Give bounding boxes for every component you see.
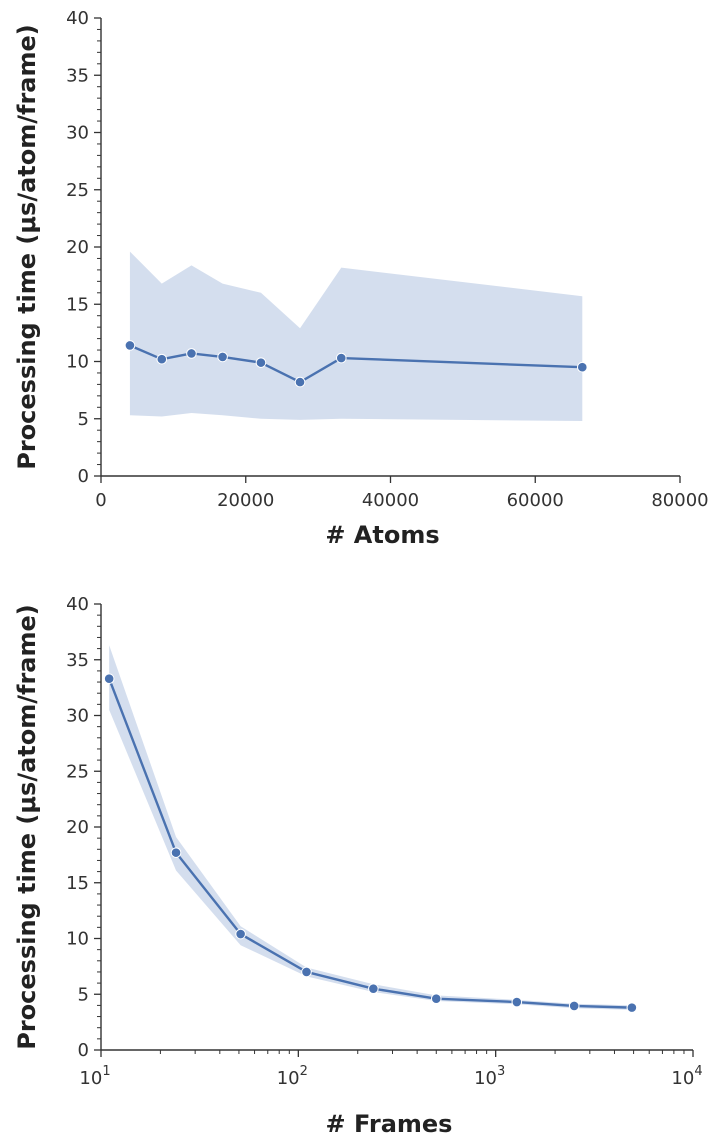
y-tick-label: 40 [66,8,89,29]
x-tick-label: 102 [277,1064,308,1089]
data-point [576,361,588,373]
chart-processing-time-vs-atoms: 0 5 10 15 20 25 30 35 40 0 20000 40000 60000 80000 # A… [13,8,709,549]
data-point [156,353,168,365]
x-tick-label: 80000 [651,490,708,511]
confidence-band [129,251,583,422]
data-point [235,928,246,940]
x-axis-label: # Frames [326,1110,453,1138]
data-point [511,996,523,1008]
series-line [108,678,632,1009]
x-tick-label: 103 [474,1064,505,1089]
data-point [335,352,347,364]
y-tick-label: 35 [66,650,89,671]
y-tick-label: 20 [66,237,89,258]
y-tick-label: 0 [78,1040,89,1061]
x-tick-label: 60000 [507,490,564,511]
x-tick-label: 104 [671,1064,702,1089]
data-point [626,1002,638,1013]
y-tick-label: 35 [66,65,89,86]
y-tick-label: 25 [66,761,89,782]
y-tick-label: 40 [66,594,89,615]
data-point [368,983,379,994]
y-axis-label: Processing time (μs/atom/frame) [13,604,41,1050]
y-tick-label: 15 [66,873,89,894]
y-tick-label: 0 [78,466,89,487]
x-tick-label-exponent: 3 [497,1064,505,1079]
x-tick-label: 20000 [217,490,274,511]
data-point [301,966,312,978]
x-tick-label-exponent: 1 [102,1064,110,1079]
x-axis-label: # Atoms [325,521,439,549]
y-tick-label: 20 [66,817,89,838]
data-point [255,357,267,368]
y-tick-label: 5 [78,409,89,430]
data-point [430,993,442,1005]
x-tick-label-exponent: 4 [694,1064,702,1079]
confidence-band [109,645,632,1010]
data-point [294,376,306,388]
y-tick-label: 5 [78,984,89,1005]
x-tick-label: 40000 [362,490,419,511]
data-point [217,351,228,363]
x-tick-label-base: 10 [474,1068,497,1089]
y-tick-label: 10 [66,929,89,950]
x-tick-label-exponent: 2 [300,1064,308,1079]
x-tick-label-base: 10 [277,1068,300,1089]
y-tick-label: 30 [66,123,89,144]
data-point [568,1000,580,1012]
y-tick-label: 30 [66,706,89,727]
x-tick-label: 0 [95,490,106,511]
data-point [186,348,197,359]
y-tick-label: 25 [66,180,89,201]
x-tick-label: 101 [79,1064,110,1089]
x-tick-label-base: 10 [79,1068,102,1089]
y-tick-label: 15 [66,294,89,315]
data-point [103,673,115,685]
data-point [170,847,182,858]
x-tick-label-base: 10 [671,1068,694,1089]
y-tick-label: 10 [66,352,89,373]
y-axis-label: Processing time (μs/atom/frame) [13,24,41,470]
data-point [124,340,136,351]
